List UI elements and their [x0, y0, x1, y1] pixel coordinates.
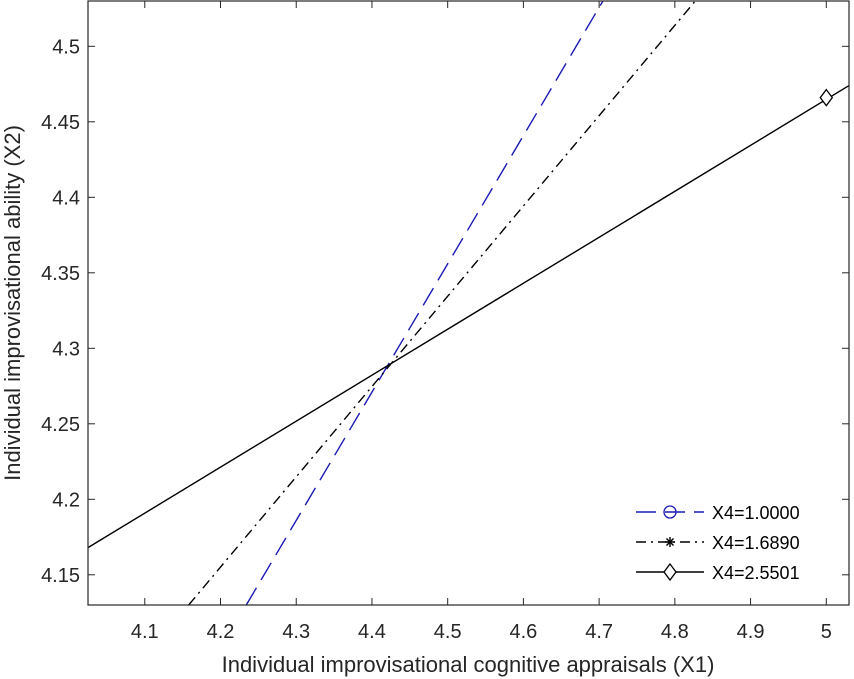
y-tick-label: 4.35 [41, 263, 80, 285]
x-tick-label: 4.3 [282, 621, 310, 643]
x-tick-label: 4.4 [358, 621, 386, 643]
x-tick-label: 4.2 [207, 621, 235, 643]
legend-label-1: X4=1.0000 [712, 503, 800, 523]
series-line-3 [88, 84, 849, 549]
series-marker-3 [819, 88, 834, 107]
y-tick-label: 4.45 [41, 112, 80, 134]
plot-frame [87, 0, 850, 606]
x-tick-label: 4.8 [661, 621, 689, 643]
legend-marker-3 [663, 562, 677, 582]
y-tick-label: 4.25 [41, 414, 80, 436]
legend-marker-1 [663, 505, 677, 519]
y-tick-label: 4.4 [52, 187, 80, 209]
y-axis-label: Individual improvisational ability (X2) [0, 125, 25, 481]
y-tick-label: 4.2 [52, 489, 80, 511]
x-tick-label: 4.5 [434, 621, 462, 643]
y-tick-label: 4.5 [52, 36, 80, 58]
legend-label-3: X4=2.5501 [712, 563, 800, 583]
series-line-1 [245, 1, 604, 605]
y-tick-label: 4.3 [52, 338, 80, 360]
series-layer [88, 1, 849, 605]
x-tick-label: 5 [821, 621, 832, 643]
x-axis-label: Individual improvisational cognitive app… [222, 652, 715, 677]
x-axis-ticks: 4.1 4.2 4.3 4.4 4.5 4.6 4.7 4.8 4.9 5 [131, 1, 832, 643]
x-tick-label: 4.1 [131, 621, 159, 643]
y-tick-label: 4.15 [41, 565, 80, 587]
legend-label-2: X4=1.6890 [712, 533, 800, 553]
legend-marker-2 [665, 537, 675, 547]
x-tick-label: 4.9 [737, 621, 765, 643]
legend-box [626, 498, 822, 590]
y-axis-ticks: 4.15 4.2 4.25 4.3 4.35 4.4 4.45 4.5 [41, 36, 849, 587]
legend: X4=1.0000 X4=1.6890 X4=2.5501 [626, 498, 822, 590]
marker-layer [819, 88, 834, 107]
x-tick-label: 4.6 [509, 621, 537, 643]
x-tick-label: 4.7 [585, 621, 613, 643]
